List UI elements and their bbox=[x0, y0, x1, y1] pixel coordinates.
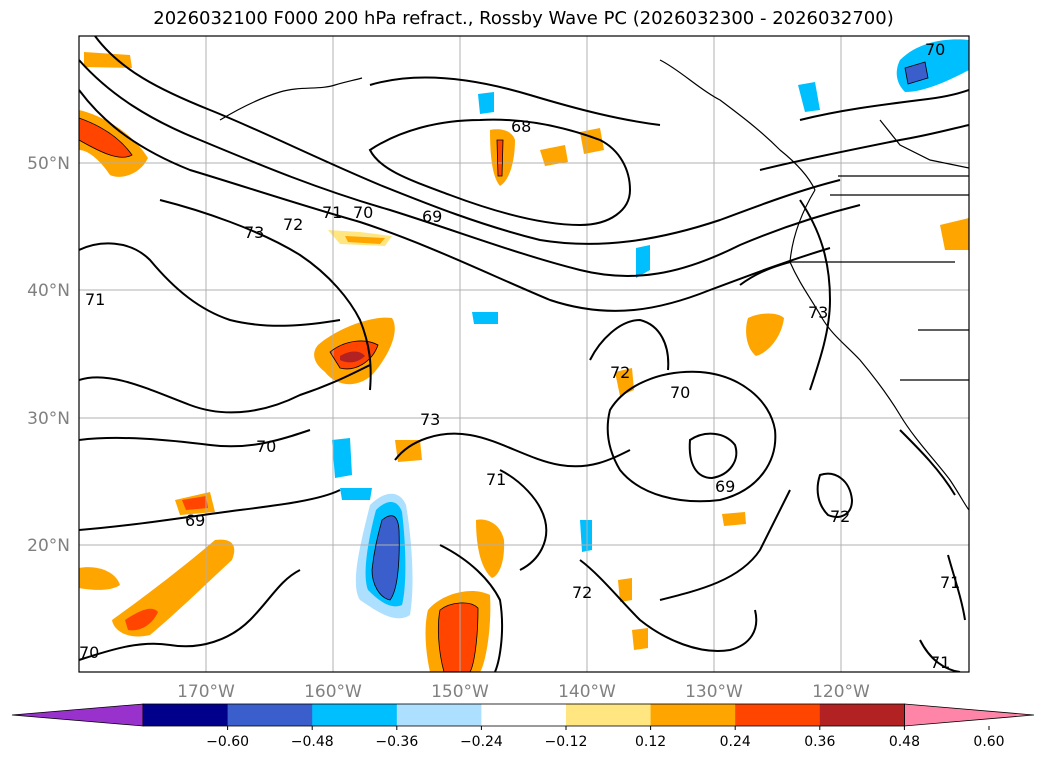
colorbar-tick-label: −0.48 bbox=[291, 734, 334, 750]
contour-labels: 68 69 70 71 72 73 73 72 71 70 71 72 73 7… bbox=[79, 40, 960, 672]
contour-label: 71 bbox=[85, 290, 105, 309]
colorbar-tick-label: −0.36 bbox=[375, 734, 418, 750]
positive-anomaly-region bbox=[395, 440, 422, 462]
colorbar-segment bbox=[819, 704, 905, 726]
negative-anomaly-core bbox=[905, 62, 928, 84]
colorbar-tick-label: 0.36 bbox=[804, 734, 835, 750]
contour-label: 70 bbox=[353, 203, 373, 222]
positive-anomaly-region bbox=[722, 512, 746, 526]
positive-anomaly-core bbox=[125, 608, 158, 631]
contour-label: 70 bbox=[925, 40, 945, 59]
contour-label: 73 bbox=[244, 223, 264, 242]
negative-anomaly-core bbox=[372, 515, 400, 600]
lon-tick-label: 170°W bbox=[177, 682, 235, 702]
colorbar: −0.60 −0.48 −0.36 −0.24 −0.12 0.12 0.24 0.36 0.4… bbox=[11, 703, 1035, 750]
colorbar-tick-label: 0.24 bbox=[720, 734, 751, 750]
positive-anomaly-region bbox=[618, 578, 632, 602]
latitude-labels: 50°N 40°N 30°N 20°N bbox=[27, 154, 70, 556]
negative-anomaly-region bbox=[478, 92, 494, 114]
contour-label: 71 bbox=[486, 470, 506, 489]
lon-tick-label: 120°W bbox=[812, 682, 870, 702]
contour-label: 72 bbox=[610, 363, 630, 382]
contour-label: 72 bbox=[283, 215, 303, 234]
lon-tick-label: 140°W bbox=[558, 682, 616, 702]
contour-label: 71 bbox=[930, 653, 950, 672]
contour-label: 68 bbox=[511, 117, 531, 136]
colorbar-extend-max bbox=[904, 703, 1035, 727]
contour-label: 70 bbox=[79, 643, 99, 662]
negative-anomaly-region bbox=[472, 312, 498, 324]
lat-tick-label: 40°N bbox=[27, 281, 70, 301]
positive-anomaly-region bbox=[79, 567, 120, 590]
lon-tick-label: 150°W bbox=[431, 682, 489, 702]
positive-anomaly-core bbox=[497, 140, 503, 176]
positive-anomaly-core bbox=[79, 118, 132, 158]
negative-anomaly-region bbox=[636, 245, 650, 278]
negative-anomaly-region bbox=[332, 438, 352, 478]
positive-anomaly-region bbox=[345, 236, 385, 244]
map-title: 2026032100 F000 200 hPa refract., Rossby… bbox=[153, 8, 894, 29]
contour-label: 71 bbox=[940, 573, 960, 592]
colorbar-extend-min bbox=[11, 703, 144, 727]
positive-anomaly-region bbox=[940, 218, 969, 250]
positive-anomaly-region bbox=[540, 145, 568, 166]
colorbar-frame bbox=[142, 703, 905, 727]
contour-label: 72 bbox=[830, 507, 850, 526]
colorbar-segment bbox=[650, 704, 736, 726]
positive-anomaly-region bbox=[632, 628, 648, 650]
colorbar-segment bbox=[396, 704, 482, 726]
contour-label: 69 bbox=[185, 511, 205, 530]
lat-tick-label: 50°N bbox=[27, 154, 70, 174]
colorbar-tick-label: 0.48 bbox=[889, 734, 920, 750]
positive-anomaly-region bbox=[476, 519, 505, 578]
negative-anomaly-region bbox=[798, 82, 820, 112]
anomaly-outlines bbox=[79, 61, 929, 672]
contour-label: 69 bbox=[715, 477, 735, 496]
positive-anomaly-peak bbox=[340, 351, 365, 363]
colorbar-segment bbox=[227, 704, 313, 726]
positive-anomaly-region bbox=[84, 52, 132, 68]
positive-anomaly-region bbox=[746, 313, 784, 356]
colorbar-tick-label: −0.24 bbox=[460, 734, 503, 750]
contour-label: 70 bbox=[670, 383, 690, 402]
lon-tick-label: 130°W bbox=[685, 682, 743, 702]
negative-anomaly-region bbox=[340, 488, 372, 500]
positive-anomaly-core bbox=[182, 496, 208, 510]
contour-label: 73 bbox=[808, 303, 828, 322]
longitude-labels: 170°W 160°W 150°W 140°W 130°W 120°W bbox=[177, 682, 870, 702]
colorbar-segment bbox=[566, 704, 652, 726]
colorbar-segment bbox=[481, 704, 567, 726]
lon-tick-label: 160°W bbox=[304, 682, 362, 702]
colorbar-tick-label: 0.60 bbox=[973, 734, 1004, 750]
colorbar-tick-label: 0.12 bbox=[635, 734, 666, 750]
contour-label: 69 bbox=[422, 207, 442, 226]
colorbar-segment bbox=[312, 704, 398, 726]
lat-tick-label: 20°N bbox=[27, 536, 70, 556]
contour-label: 70 bbox=[256, 437, 276, 456]
contour-label: 72 bbox=[572, 583, 592, 602]
plot-frame bbox=[78, 35, 970, 673]
lat-tick-label: 30°N bbox=[27, 409, 70, 429]
contour-label: 73 bbox=[420, 410, 440, 429]
colorbar-tick-label: −0.60 bbox=[206, 734, 249, 750]
colorbar-segment bbox=[735, 704, 821, 726]
positive-anomaly-core bbox=[438, 602, 478, 672]
anomaly-fill-layer bbox=[79, 39, 969, 672]
height-contours bbox=[79, 36, 969, 672]
colorbar-tick-label: −0.12 bbox=[545, 734, 588, 750]
contour-label: 71 bbox=[322, 203, 342, 222]
negative-anomaly-region bbox=[580, 520, 592, 552]
colorbar-segment bbox=[143, 704, 229, 726]
